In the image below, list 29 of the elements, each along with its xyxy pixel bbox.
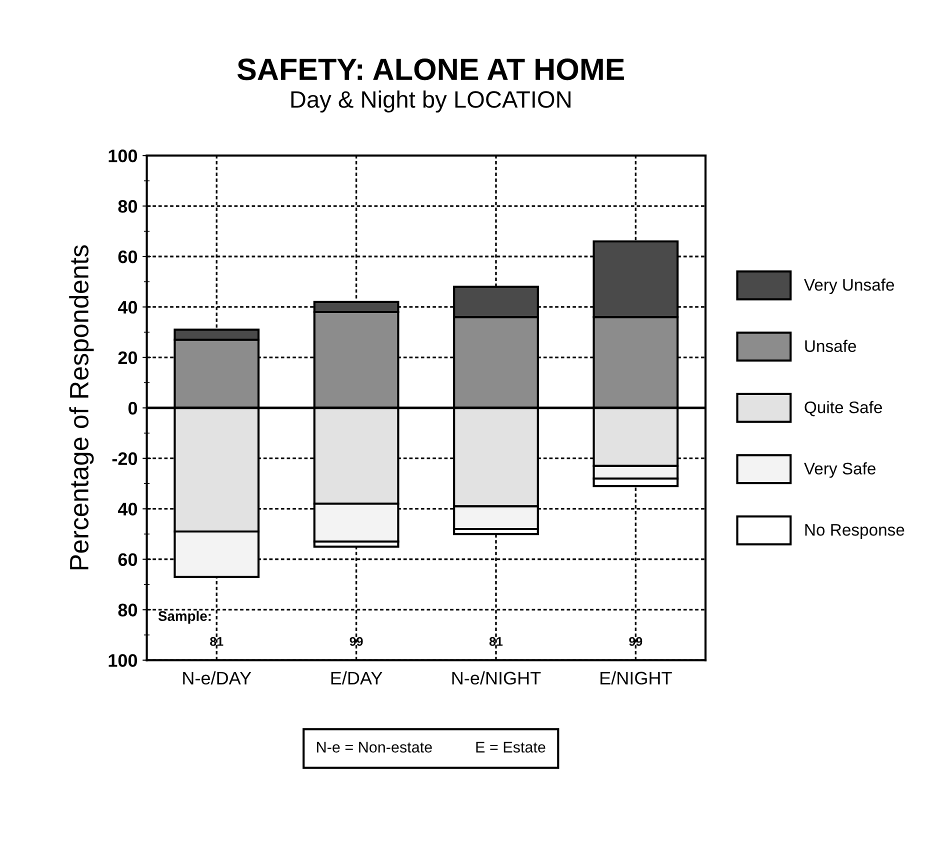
y-tick-label: 0 [128,402,138,415]
x-tick-label: E/NIGHT [600,671,672,685]
chart-subtitle: Day & Night by LOCATION [291,90,570,113]
x-tick-label: E/DAY [331,671,382,685]
legend-label: No Response [805,524,904,540]
y-tick-label: 20 [118,351,138,364]
y-tick-label: 40 [118,300,138,314]
x-tick-label: N-e/DAY [183,671,252,685]
chart-title: SAFETY: ALONE AT HOME [237,58,624,80]
annotation: 99 [629,637,642,646]
y-axis-title: Percentage of Respondents [69,245,94,570]
y-tick-label: 60 [118,250,138,264]
y-tick-label: 60 [118,553,138,566]
y-tick-label: 80 [118,604,138,616]
legend-label: Unsafe [805,340,856,352]
annotation: Sample: [158,610,211,624]
annotation: 81 [210,637,224,646]
legend-label: Very Unsafe [804,278,894,294]
y-tick-label: 100 [108,654,138,667]
text: N-e = Non-estate E = Estate [317,742,546,753]
y-tick-label: 40 [118,502,138,516]
x-tick-label: N-e/NIGHT [452,671,541,685]
y-tick-label: 80 [118,200,138,213]
annotation: 81 [489,637,503,646]
y-tick-label: 100 [108,150,138,162]
legend-label: Quite Safe [804,401,882,416]
y-tick-label: -20 [112,452,138,466]
annotation: 99 [350,637,363,646]
legend-label: Very Safe [804,462,876,478]
